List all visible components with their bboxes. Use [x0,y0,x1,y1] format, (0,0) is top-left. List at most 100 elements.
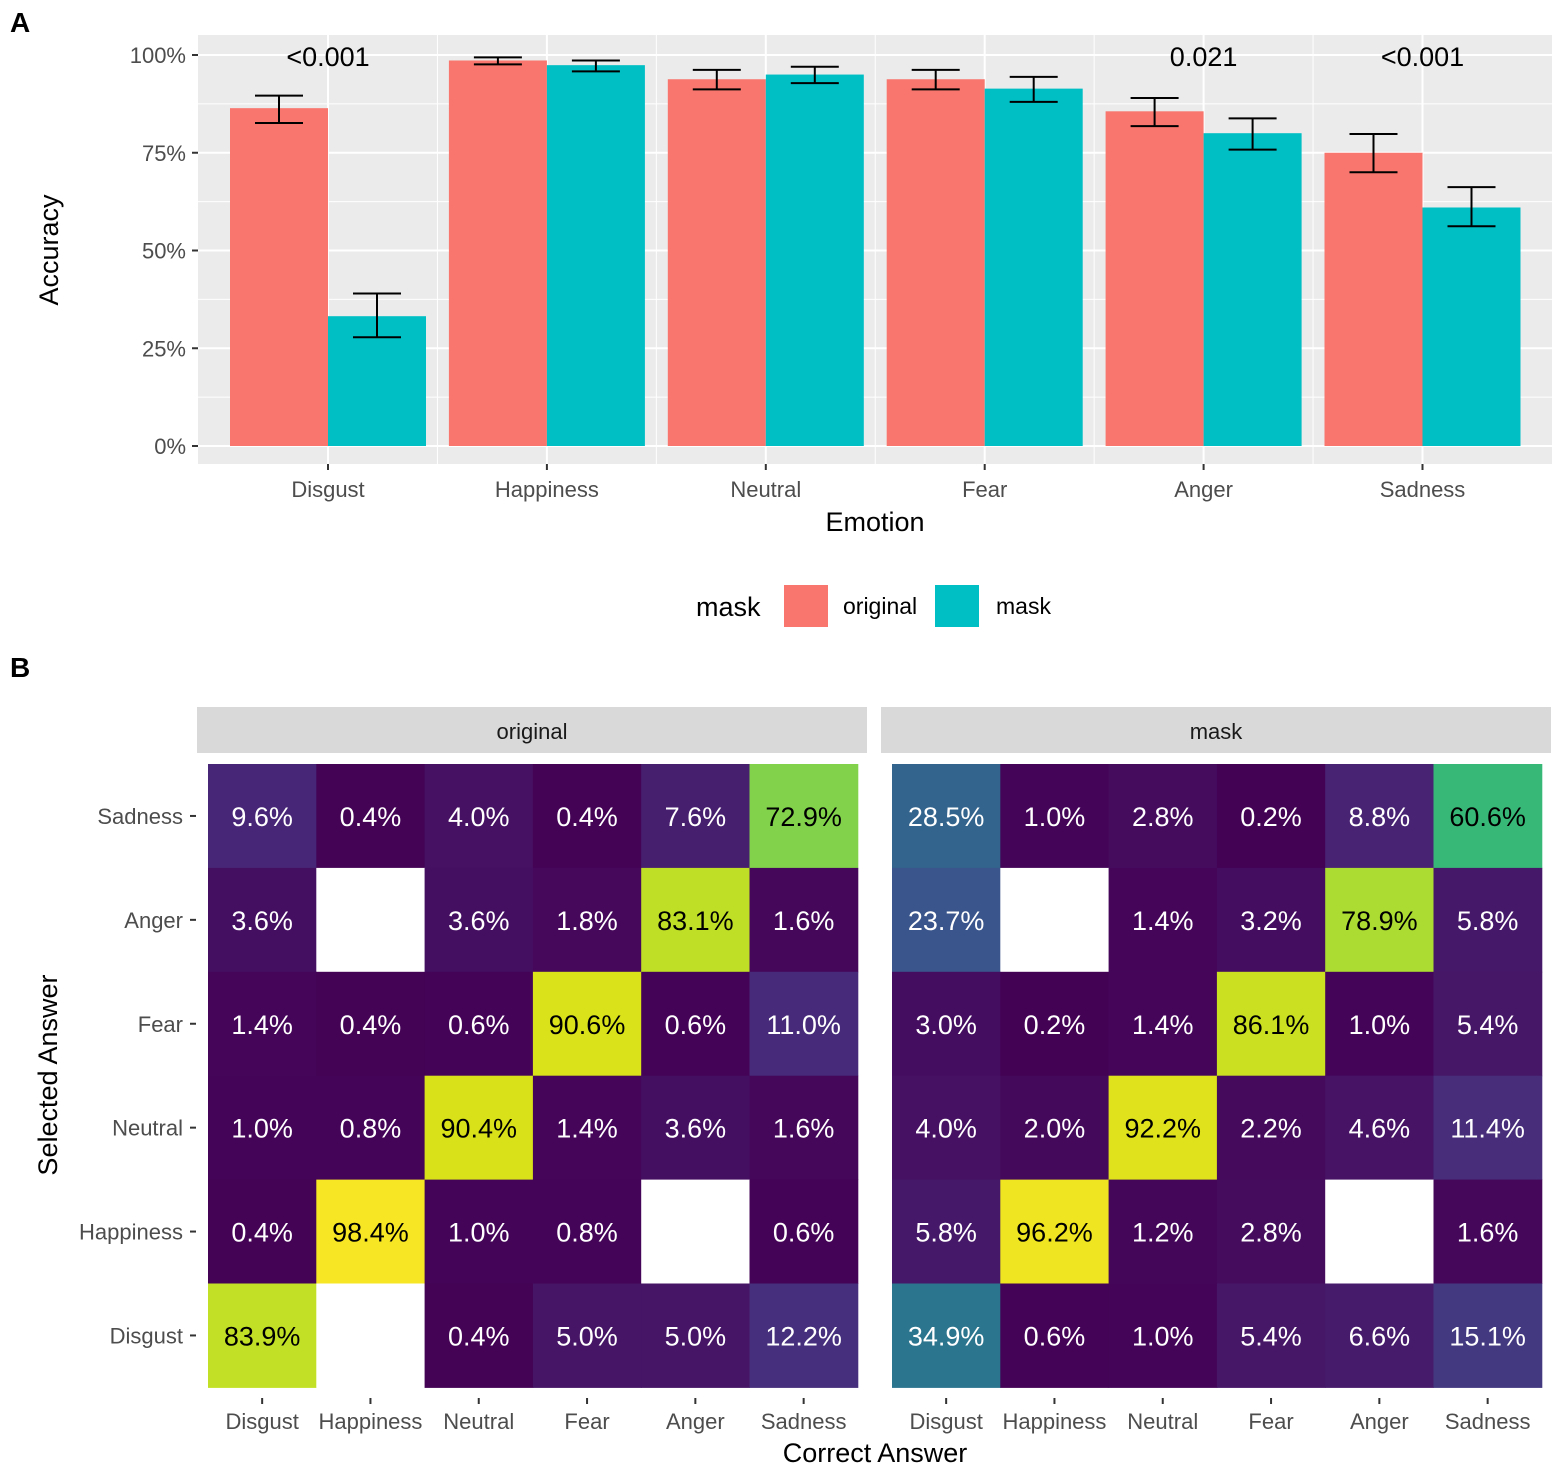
heatmap-cell-label: 78.9% [1341,906,1418,936]
heatmap-cell-label: 0.6% [448,1010,510,1040]
x-tick-label: Anger [1174,477,1233,502]
heatmap-cell [1108,1179,1218,1284]
heatmap-cell [1108,971,1218,1077]
heatmap-cell-label: 2.8% [1132,802,1194,832]
heatmap-cell [749,1283,859,1388]
heatmap-cell-label: 0.4% [231,1218,293,1248]
heatmap-cell-label: 83.1% [657,906,734,936]
y-tick-label: 50% [142,239,186,264]
error-bar-original-disgust [255,94,303,125]
heatmap-cell [208,1179,317,1284]
x-tick-label: Fear [962,477,1007,502]
heatmap-cell-label: 3.6% [448,906,510,936]
heatmap-cell [1216,764,1326,869]
bar-original-sadness [1324,152,1423,446]
heatmap-cell-label: 4.0% [915,1114,977,1144]
y-tick-label: Disgust [110,1323,183,1348]
heatmap-cell-empty [641,1179,750,1284]
error-bar-mask-happiness [571,59,620,73]
heatmap-cell-label: 72.9% [765,802,842,832]
error-bar-original-happiness [473,56,522,66]
heatmap-cell-label: 3.6% [231,906,293,936]
heatmap-cell-label: 5.4% [1240,1321,1302,1351]
bar-original-fear [886,79,985,446]
heatmap-cell-label: 1.0% [1349,1010,1411,1040]
heatmap-cell-label: 1.4% [556,1114,618,1144]
heatmap-cell [1325,764,1434,869]
heatmap-facet-original: original 9.6% 0.4% 4.0% 0.4% 7.6% 72.9% 3.6% 3.6… [197,707,867,1434]
heatmap-cell-label: 1.6% [773,1114,835,1144]
heatmap-cell-label: 23.7% [908,906,985,936]
heatmap-cell [1108,764,1218,869]
heatmap-panel: original 9.6% 0.4% 4.0% 0.4% 7.6% 72.9% 3.6% 3.6… [33,707,1551,1468]
heatmap-cell [749,1179,859,1284]
heatmap-cell-label: 4.6% [1349,1114,1411,1144]
x-tick-label: Happiness [1002,1409,1106,1434]
heatmap-cell-label: 1.4% [1132,906,1194,936]
y-tick-label: Sadness [97,804,183,829]
heatmap-cell-label: 5.0% [556,1321,618,1351]
heatmap-cell-label: 0.8% [340,1114,402,1144]
x-axis-title: Emotion [825,507,924,537]
heatmap-facet-mask: mask 28.5% 1.0% 2.8% 0.2% 8.8% 60.6% 23.7% 1.4% 3… [881,707,1551,1434]
x-tick-label: Fear [564,1409,609,1434]
heatmap-cell [1216,971,1326,1077]
heatmap-cell [1433,1179,1543,1284]
error-bar-mask-sadness [1447,186,1496,228]
heatmap-cell [641,1075,750,1181]
x-tick-label: Sadness [1380,477,1466,502]
heatmap-cell-label: 1.0% [448,1218,510,1248]
heatmap-cell-label: 0.6% [773,1218,835,1248]
heatmap-cell-label: 0.6% [1024,1321,1086,1351]
heatmap-cell [892,764,1001,869]
heatmap-cell [1000,971,1110,1077]
heatmap-cell [892,971,1001,1077]
heatmap-cell [208,971,317,1077]
bar-mask-neutral [765,74,864,447]
heatmap-cell-label: 1.4% [231,1010,293,1040]
facet-strip-title: original [497,719,568,744]
heatmap-cell-label: 0.8% [556,1218,618,1248]
x-tick-label: Disgust [225,1409,298,1434]
bar-original-anger [1105,111,1204,446]
heatmap-cell-label: 2.8% [1240,1218,1302,1248]
heatmap-cell [1000,1283,1110,1388]
p-value-annotation: 0.021 [1170,42,1238,72]
legend-key-original [784,585,828,627]
heatmap-cell [892,867,1001,973]
heatmap-cell [424,971,534,1077]
x-tick-label: Anger [1350,1409,1409,1434]
heatmap-cell-label: 1.6% [1457,1218,1519,1248]
p-value-annotation: <0.001 [286,42,369,72]
y-tick-label: 75% [142,141,186,166]
heatmap-cell [208,867,317,973]
heatmap-cell [892,1075,1001,1181]
panel-label-a: A [10,7,30,38]
heatmap-cell-label: 5.8% [915,1218,977,1248]
heatmap-cell [749,867,859,973]
heatmap-cell-label: 15.1% [1449,1321,1526,1351]
heatmap-cell-label: 83.9% [224,1321,301,1351]
heatmap-cell [892,1283,1001,1388]
heatmap-cell [1325,971,1434,1077]
heatmap-cell-label: 0.4% [448,1321,510,1351]
heatmap-cell [424,1179,534,1284]
heatmap-cell-label: 98.4% [332,1218,409,1248]
heatmap-cell [316,971,426,1077]
heatmap-cell [1216,867,1326,973]
bar-mask-anger [1203,133,1302,446]
heatmap-cell-label: 1.6% [773,906,835,936]
heatmap-cell-label: 5.0% [665,1321,727,1351]
heatmap-cell-label: 90.6% [549,1010,626,1040]
heatmap-cell-label: 1.8% [556,906,618,936]
heatmap-cell-label: 1.2% [1132,1218,1194,1248]
error-bar-original-anger [1130,97,1179,128]
heatmap-cell-label: 0.2% [1240,802,1302,832]
y-tick-label: Fear [138,1012,183,1037]
heatmap-cell [1216,1075,1326,1181]
bar-mask-happiness [546,65,645,446]
heatmap-cell-label: 9.6% [231,802,293,832]
heatmap-cell [316,1179,426,1284]
heatmap-cell [1000,764,1110,869]
legend: mask original mask [696,585,1051,627]
